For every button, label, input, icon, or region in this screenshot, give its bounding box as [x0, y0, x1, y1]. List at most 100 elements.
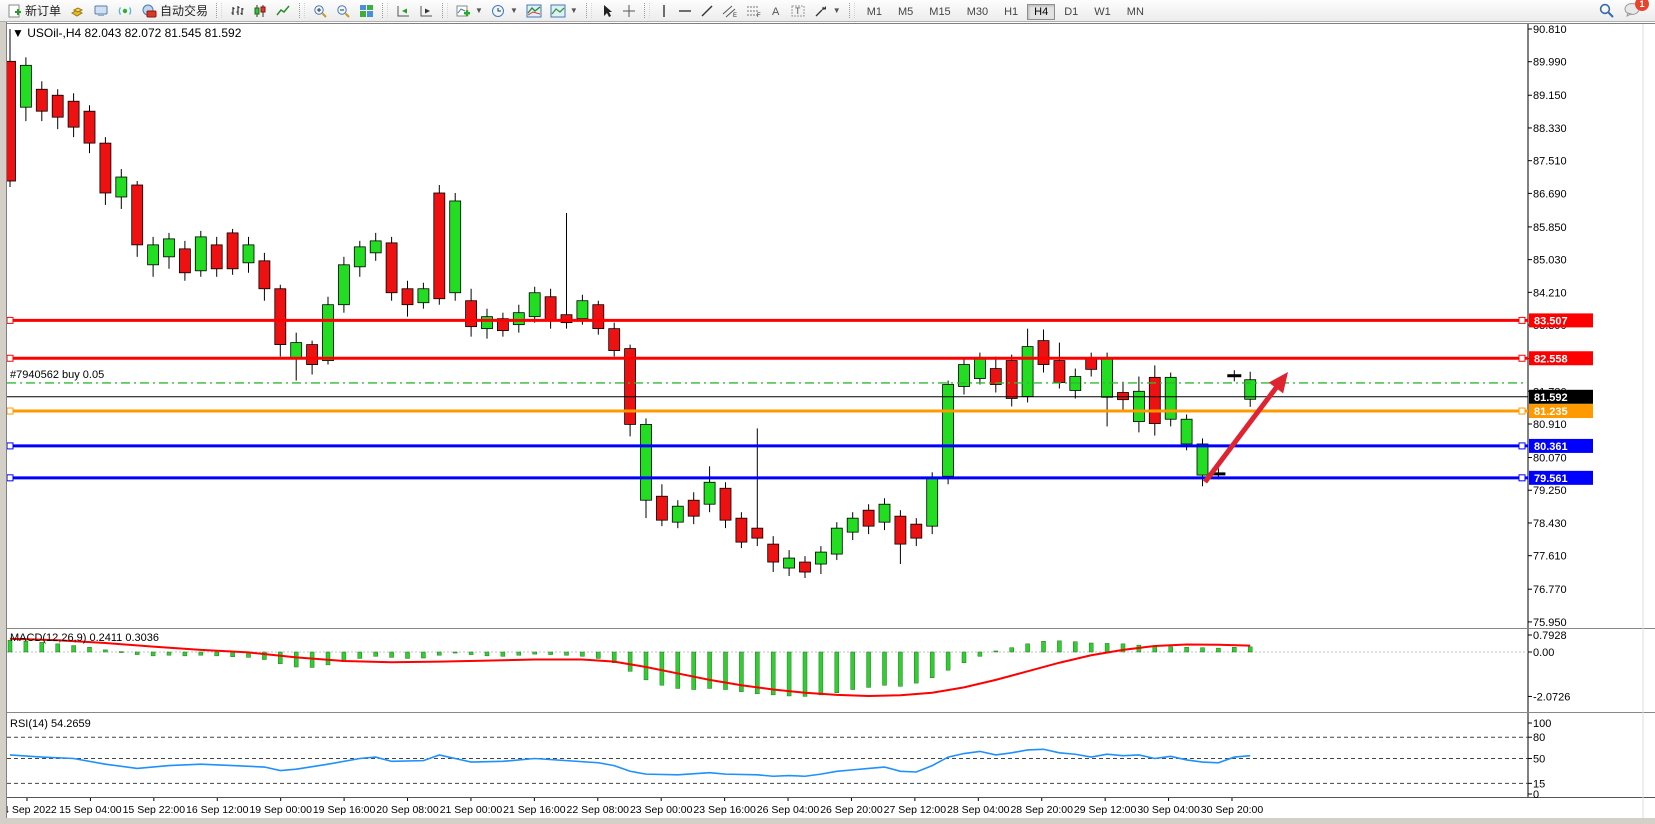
tile-windows-button[interactable] — [355, 1, 378, 21]
channel-button[interactable]: E — [718, 1, 742, 21]
candle-body — [1164, 376, 1177, 420]
candle-body — [783, 557, 795, 569]
macd-histogram-bar — [723, 651, 728, 690]
price-tag — [1529, 313, 1593, 328]
line-chart-button[interactable] — [272, 1, 295, 21]
gold-button[interactable] — [65, 1, 89, 21]
macd-histogram-bar — [7, 639, 13, 653]
terminal-icon — [94, 5, 108, 16]
candle-body — [687, 499, 700, 517]
time-axis-label: 23 Sep 16:00 — [693, 804, 756, 816]
time-axis-label: 30 Sep 20:00 — [1201, 804, 1264, 816]
line-handle[interactable] — [6, 407, 14, 415]
trend-arrow-head[interactable] — [1268, 372, 1288, 394]
line-handle[interactable] — [1518, 442, 1526, 450]
vertical-line-button[interactable] — [654, 1, 674, 21]
trendline-button[interactable] — [696, 1, 718, 21]
templates-button[interactable]: ▼ — [546, 1, 582, 21]
cursor-button[interactable] — [596, 1, 618, 21]
macd-histogram-bar — [452, 651, 458, 654]
terminal-button[interactable] — [89, 1, 113, 21]
shapes-button[interactable]: ▼ — [810, 1, 845, 21]
timeframe-M1[interactable]: M1 — [866, 5, 882, 18]
macd-histogram-bar — [1120, 643, 1126, 653]
candle-body — [481, 316, 493, 330]
timeframe-M5[interactable]: M5 — [898, 5, 914, 18]
macd-histogram-bar — [1088, 642, 1094, 653]
macd-histogram-bar — [134, 651, 140, 655]
chevron-down-icon: ▼ — [569, 6, 578, 15]
chart-window[interactable]: 90.810 89.990 89.150 88.330 87.510 86.690 85.8… — [0, 22, 1655, 824]
candle-body — [815, 551, 827, 565]
chat-button[interactable]: 1 — [1624, 0, 1649, 20]
signal-icon — [118, 6, 132, 15]
candle-body — [846, 517, 859, 533]
candle-body — [178, 248, 191, 274]
candlestick-chart-button[interactable] — [249, 1, 272, 21]
chart-shift-button[interactable] — [415, 1, 438, 21]
candle-body — [496, 318, 509, 332]
time-axis-label: 15 Sep 22:00 — [123, 804, 186, 816]
new-order-button[interactable]: 新订单 — [4, 1, 65, 21]
macd-histogram-bar — [119, 651, 124, 653]
chart-properties-button[interactable] — [522, 1, 546, 21]
chart-canvas[interactable]: 90.810 89.990 89.150 88.330 87.510 86.690 85.8… — [0, 22, 1655, 824]
candle-body — [258, 260, 271, 290]
timeframe-MN[interactable]: MN — [1126, 5, 1144, 18]
crosshair-button[interactable] — [618, 1, 640, 21]
macd-histogram-bar — [1057, 640, 1062, 653]
order-label: #7940562 buy 0.05 — [10, 369, 104, 381]
timeframe-D1[interactable]: D1 — [1064, 5, 1079, 18]
zoom-out-button[interactable] — [332, 1, 355, 21]
timeframe-M30[interactable]: M30 — [966, 5, 989, 18]
time-axis-label: 22 Sep 08:00 — [567, 804, 630, 816]
line-handle[interactable] — [6, 316, 14, 324]
text-button[interactable]: A — [766, 1, 787, 21]
timeframe-W1[interactable]: W1 — [1094, 5, 1111, 18]
fibonacci-button[interactable]: F — [742, 1, 766, 21]
new-chart-icon — [456, 5, 471, 16]
macd-histogram-bar — [214, 651, 219, 657]
auto-scroll-button[interactable] — [392, 1, 415, 21]
candle-body — [147, 244, 160, 266]
candle-body — [433, 192, 446, 300]
timeframe-M15[interactable]: M15 — [929, 5, 951, 18]
line-handle[interactable] — [1518, 474, 1526, 482]
macd-histogram-bar — [786, 651, 792, 697]
profiles-button[interactable]: ▼ — [487, 1, 522, 21]
line-handle[interactable] — [6, 354, 14, 362]
signal-button[interactable] — [113, 1, 137, 21]
horizontal-line-button[interactable] — [674, 1, 696, 21]
timeframe-H1[interactable]: H1 — [1004, 5, 1019, 18]
line-handle[interactable] — [6, 474, 14, 482]
time-axis-label: 27 Sep 12:00 — [884, 804, 947, 816]
text-label-button[interactable]: T — [787, 1, 810, 21]
toolbar: 新订单 自动交易 ▼ ▼ — [0, 0, 1655, 22]
auto-trading-button[interactable]: 自动交易 — [137, 1, 212, 21]
bars-chart-button[interactable] — [226, 1, 249, 21]
macd-histogram-bar — [1232, 647, 1237, 653]
zoom-in-button[interactable] — [309, 1, 332, 21]
channel-icon: E — [722, 5, 737, 18]
search-icon[interactable] — [1599, 3, 1614, 18]
macd-histogram-bar — [675, 651, 681, 689]
macd-histogram-bar — [691, 651, 696, 690]
time-axis-label: 19 Sep 00:00 — [249, 804, 312, 816]
line-handle[interactable] — [6, 442, 14, 450]
timeframe-H4[interactable]: H4 — [1027, 3, 1056, 20]
macd-histogram-bar — [389, 651, 394, 658]
price-tag-text: 79.561 — [1534, 473, 1568, 485]
toolbar-separator — [299, 3, 306, 18]
new-chart-button[interactable]: ▼ — [452, 1, 487, 21]
candle-body — [1117, 392, 1129, 401]
macd-histogram-bar — [55, 643, 60, 653]
candle-body — [671, 505, 684, 523]
line-handle[interactable] — [1518, 354, 1526, 362]
macd-histogram-bar — [1073, 641, 1078, 653]
line-handle[interactable] — [1518, 316, 1526, 324]
candle-body — [19, 64, 32, 108]
macd-histogram-bar — [230, 651, 235, 657]
line-handle[interactable] — [1518, 407, 1526, 415]
trend-arrow[interactable] — [1203, 378, 1284, 484]
svg-text:F: F — [757, 13, 761, 18]
